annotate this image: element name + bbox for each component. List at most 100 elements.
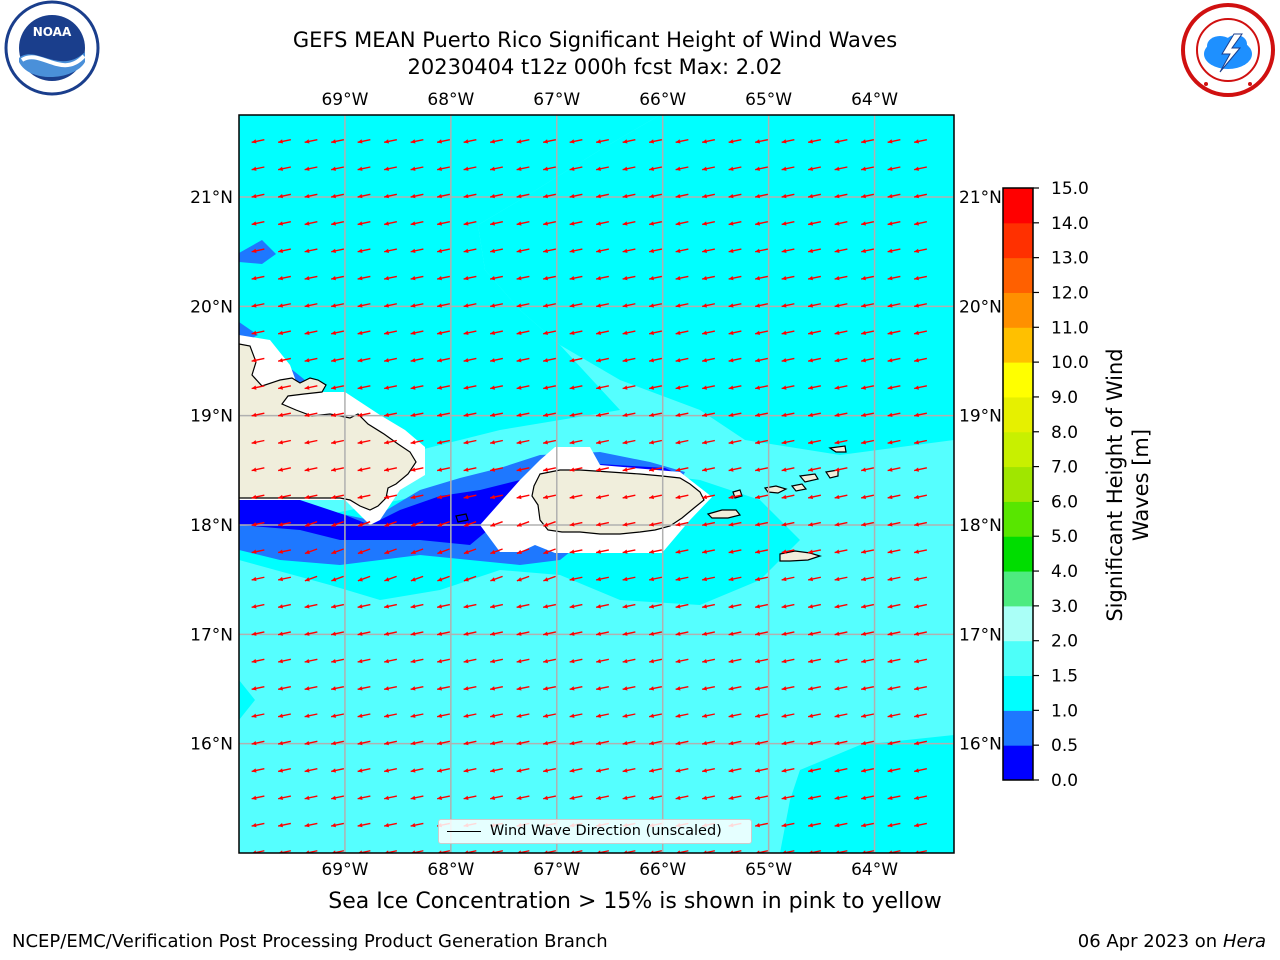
wave-arrow — [516, 303, 530, 308]
wave-arrow — [595, 357, 610, 363]
wave-arrow — [463, 221, 477, 226]
wave-arrow — [754, 768, 769, 773]
wave-arrow — [410, 631, 424, 636]
wave-arrow — [595, 576, 610, 582]
wave-arrow — [754, 795, 769, 800]
wave-arrow — [701, 330, 716, 335]
wave-arrow — [251, 521, 265, 527]
wave-arrow — [701, 357, 716, 363]
wave-arrow — [834, 795, 848, 800]
wave-arrow — [569, 658, 583, 664]
wave-arrow — [251, 549, 265, 554]
wave-arrow — [304, 221, 318, 226]
wave-arrow — [516, 330, 530, 335]
wave-arrow — [436, 248, 451, 253]
wave-arrow — [410, 740, 424, 746]
wave-arrow — [331, 575, 344, 582]
wave-arrow — [781, 494, 795, 500]
wave-arrow — [436, 275, 451, 281]
wave-arrow — [384, 548, 397, 555]
wave-arrow — [463, 740, 477, 746]
wave-arrow — [516, 467, 530, 472]
wave-arrow — [913, 658, 928, 664]
lon-tick-bottom-1: 68°W — [427, 860, 474, 880]
wave-arrow — [357, 248, 371, 253]
wave-arrow — [675, 576, 689, 582]
colorbar-tick-2: 1.0 — [1051, 701, 1078, 721]
wave-arrow — [489, 221, 504, 226]
wave-arrow — [330, 412, 345, 418]
wave-arrow — [331, 521, 344, 527]
wave-arrow — [277, 822, 292, 828]
wave-arrow — [542, 303, 557, 308]
legend-line-sample — [447, 831, 481, 832]
wave-arrow — [251, 795, 265, 800]
wave-arrow — [860, 467, 875, 472]
wave-arrow — [834, 221, 848, 226]
wave-arrow — [595, 193, 610, 199]
colorbar-swatch-11 — [1003, 362, 1033, 398]
wave-arrow — [887, 439, 901, 445]
wave-arrow — [463, 385, 477, 390]
wave-arrow — [754, 822, 769, 828]
wave-arrow — [728, 685, 742, 691]
wave-arrow — [383, 412, 398, 418]
wave-arrow — [489, 303, 504, 308]
colorbar-tick-13: 11.0 — [1051, 318, 1089, 338]
wave-arrow — [251, 412, 265, 418]
wave-arrow — [860, 521, 875, 527]
colorbar-swatch-9 — [1003, 431, 1033, 468]
wave-arrow — [490, 521, 503, 527]
wave-arrow — [331, 548, 344, 555]
wave-arrow — [754, 631, 769, 636]
wave-arrow — [675, 193, 689, 199]
wave-arrow — [277, 768, 292, 773]
latitude-ticks-right: 21°N 20°N 19°N 18°N 17°N 16°N — [959, 188, 1002, 755]
wave-arrow — [383, 603, 398, 609]
wave-arrow — [330, 685, 345, 691]
wave-arrow — [675, 713, 689, 718]
wave-arrow — [251, 248, 265, 253]
figure-title: GEFS MEAN Puerto Rico Significant Height… — [292, 28, 898, 52]
colorbar-tick-7: 5.0 — [1051, 527, 1078, 547]
wave-arrow — [463, 467, 477, 472]
wave-arrow — [569, 193, 583, 199]
wave-arrow — [516, 603, 530, 609]
wave-arrow — [277, 303, 292, 308]
wave-arrow — [701, 603, 716, 609]
wave-arrow — [807, 549, 822, 554]
wave-arrow — [834, 467, 848, 472]
wave-arrow — [490, 575, 503, 582]
wave-arrow — [807, 330, 822, 335]
lon-tick-top-4: 65°W — [745, 90, 792, 110]
wave-arrow — [913, 412, 928, 418]
wave-arrow — [887, 576, 901, 582]
wave-arrow — [648, 439, 663, 445]
wave-arrow — [622, 221, 636, 226]
wave-arrow — [569, 521, 583, 527]
land-puerto-rico — [531, 469, 705, 535]
wave-arrow — [277, 412, 292, 418]
wave-arrow — [542, 494, 557, 500]
wave-arrow — [463, 713, 477, 718]
wave-arrow — [330, 166, 345, 171]
wave-arrow — [807, 740, 822, 746]
wave-arrow — [330, 740, 345, 746]
wave-arrow — [542, 138, 557, 144]
wave-arrow — [304, 303, 318, 308]
wave-arrow — [569, 248, 583, 253]
colorbar-swatch-15 — [1003, 222, 1033, 259]
wave-arrow — [251, 138, 265, 144]
wave-arrow — [648, 713, 663, 718]
wave-arrow — [728, 357, 742, 363]
wave-arrow — [728, 795, 742, 800]
wave-arrow — [860, 768, 875, 773]
wave-arrow — [622, 631, 636, 636]
wave-arrow — [728, 138, 742, 144]
wave-arrow — [648, 494, 663, 500]
wave-arrow — [330, 822, 345, 828]
wave-arrow — [463, 603, 477, 609]
wave-arrow — [410, 138, 424, 144]
wave-arrow — [701, 713, 716, 718]
colorbar-tick-15: 13.0 — [1051, 249, 1089, 269]
